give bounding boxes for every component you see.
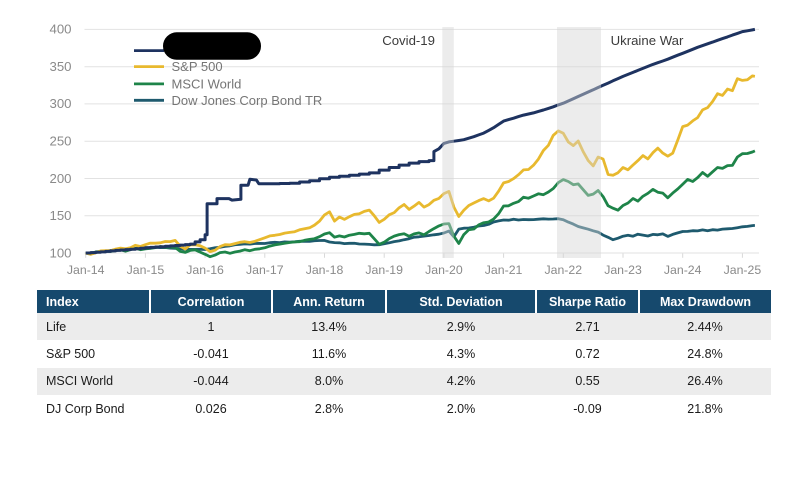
svg-text:MSCI World: MSCI World xyxy=(172,76,242,91)
svg-text:Ukraine War: Ukraine War xyxy=(611,33,684,48)
svg-text:Jan-18: Jan-18 xyxy=(306,263,344,277)
svg-text:Jan-20: Jan-20 xyxy=(425,263,463,277)
svg-text:Jan-25: Jan-25 xyxy=(724,263,762,277)
svg-text:Jan-21: Jan-21 xyxy=(485,263,523,277)
svg-text:Jan-16: Jan-16 xyxy=(186,263,224,277)
svg-text:Jan-24: Jan-24 xyxy=(664,263,702,277)
svg-text:350: 350 xyxy=(49,59,71,74)
svg-text:400: 400 xyxy=(49,22,71,37)
svg-text:Jan-15: Jan-15 xyxy=(127,263,165,277)
svg-text:300: 300 xyxy=(49,96,71,111)
svg-text:200: 200 xyxy=(49,171,71,186)
svg-text:Covid-19: Covid-19 xyxy=(382,33,435,48)
svg-text:250: 250 xyxy=(49,134,71,149)
svg-text:Jan-17: Jan-17 xyxy=(246,263,284,277)
svg-text:100: 100 xyxy=(49,245,71,260)
svg-text:Jan-14: Jan-14 xyxy=(67,263,105,277)
svg-text:150: 150 xyxy=(49,208,71,223)
svg-text:S&P 500: S&P 500 xyxy=(172,59,223,74)
svg-text:Dow Jones Corp Bond TR: Dow Jones Corp Bond TR xyxy=(172,93,323,108)
svg-text:Jan-23: Jan-23 xyxy=(604,263,642,277)
svg-text:Jan-19: Jan-19 xyxy=(365,263,403,277)
svg-text:Jan-22: Jan-22 xyxy=(544,263,582,277)
